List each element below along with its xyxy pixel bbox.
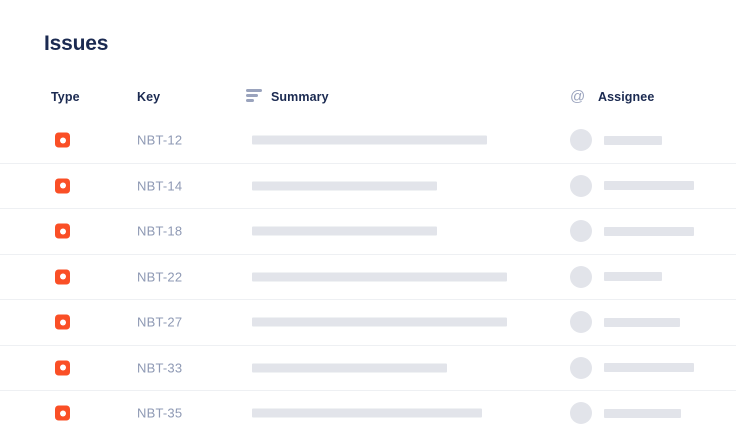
issue-assignee[interactable]: [570, 174, 694, 197]
summary-bar: [252, 363, 447, 373]
avatar: [570, 356, 592, 379]
sort-icon[interactable]: [246, 89, 262, 103]
sort-icon-line-3: [246, 99, 254, 102]
issue-assignee[interactable]: [570, 402, 681, 425]
bug-icon-dot: [59, 364, 66, 371]
column-header-summary[interactable]: Summary: [271, 90, 329, 104]
bug-icon: [55, 405, 70, 421]
table-row[interactable]: NBT-27: [0, 299, 736, 345]
avatar: [570, 265, 592, 288]
issue-key[interactable]: NBT-18: [137, 223, 183, 239]
issue-summary-placeholder: [252, 408, 482, 418]
summary-bar: [252, 272, 507, 282]
bug-icon: [55, 223, 70, 239]
issues-page: Issues Type Key Summary @ Assignee NBT-1…: [0, 32, 736, 425]
issue-summary-placeholder: [252, 226, 437, 236]
table-row[interactable]: NBT-14: [0, 162, 736, 209]
sort-icon-line-1: [246, 89, 262, 92]
issue-summary-placeholder: [252, 272, 507, 282]
avatar: [570, 311, 592, 334]
issue-type-cell[interactable]: [55, 405, 70, 421]
issue-key[interactable]: NBT-14: [137, 178, 183, 194]
issue-summary-placeholder: [252, 181, 437, 191]
issue-summary-placeholder: [252, 135, 487, 145]
avatar: [570, 220, 592, 243]
table-body: NBT-12 NBT-14 NBT-18 NBT-22 NBT-27 NBT-33 NBT-…: [0, 118, 736, 436]
issue-key[interactable]: NBT-22: [137, 269, 183, 285]
issue-key[interactable]: NBT-33: [137, 360, 183, 376]
issue-type-cell[interactable]: [55, 223, 70, 239]
issue-type-cell[interactable]: [55, 178, 70, 194]
at-icon: @: [570, 88, 586, 105]
summary-bar: [252, 181, 437, 191]
avatar: [570, 174, 592, 197]
table-row[interactable]: NBT-22: [0, 253, 736, 300]
bug-icon-dot: [59, 182, 66, 189]
column-header-type[interactable]: Type: [51, 90, 80, 104]
table-row[interactable]: NBT-18: [0, 208, 736, 254]
issue-key[interactable]: NBT-35: [137, 405, 183, 421]
column-header-assignee[interactable]: Assignee: [598, 90, 655, 104]
table-row[interactable]: NBT-33: [0, 344, 736, 391]
assignee-name-bar: [604, 181, 694, 191]
issue-assignee[interactable]: [570, 265, 662, 288]
issue-assignee[interactable]: [570, 129, 662, 152]
table-row[interactable]: NBT-12: [0, 118, 736, 163]
summary-bar: [252, 408, 482, 418]
issue-summary-placeholder: [252, 317, 507, 327]
avatar: [570, 402, 592, 425]
summary-bar: [252, 226, 437, 236]
issue-assignee[interactable]: [570, 311, 680, 334]
table-header-row: Type Key Summary @ Assignee: [0, 80, 736, 118]
bug-icon: [55, 178, 70, 194]
issue-summary-placeholder: [252, 363, 447, 373]
assignee-name-bar: [604, 317, 680, 327]
table-row[interactable]: NBT-35: [0, 390, 736, 436]
bug-icon-dot: [59, 319, 66, 326]
bug-icon: [55, 269, 70, 285]
column-header-key[interactable]: Key: [137, 90, 161, 104]
sort-icon-line-2: [246, 94, 258, 97]
issue-type-cell[interactable]: [55, 132, 70, 148]
assignee-name-bar: [604, 135, 662, 145]
issue-assignee[interactable]: [570, 356, 694, 379]
issue-type-cell[interactable]: [55, 360, 70, 376]
bug-icon-dot: [59, 137, 66, 144]
bug-icon-dot: [59, 410, 66, 417]
issue-type-cell[interactable]: [55, 269, 70, 285]
issue-key[interactable]: NBT-27: [137, 314, 183, 330]
assignee-name-bar: [604, 226, 694, 236]
page-title: Issues: [44, 32, 109, 55]
bug-icon-dot: [59, 273, 66, 280]
assignee-name-bar: [604, 272, 662, 282]
summary-bar: [252, 135, 487, 145]
avatar: [570, 129, 592, 152]
bug-icon: [55, 132, 70, 148]
issue-assignee[interactable]: [570, 220, 694, 243]
bug-icon-dot: [59, 228, 66, 235]
issue-key[interactable]: NBT-12: [137, 132, 183, 148]
assignee-name-bar: [604, 408, 681, 418]
issue-type-cell[interactable]: [55, 314, 70, 330]
assignee-name-bar: [604, 363, 694, 373]
issues-table: Type Key Summary @ Assignee NBT-12 NBT-14…: [0, 80, 736, 436]
bug-icon: [55, 314, 70, 330]
summary-bar: [252, 317, 507, 327]
bug-icon: [55, 360, 70, 376]
